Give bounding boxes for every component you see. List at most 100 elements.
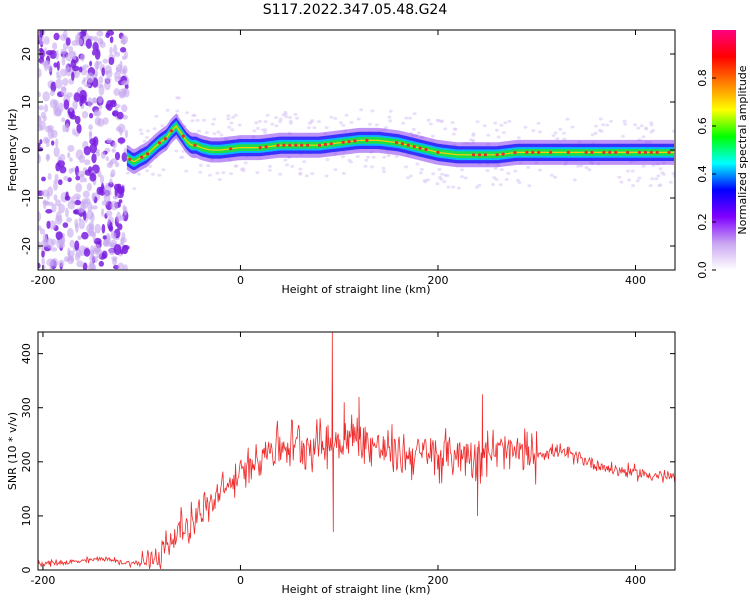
- snr-plot-frame: [37, 331, 676, 571]
- noise-speck: [47, 125, 54, 131]
- noise-speck: [157, 173, 162, 177]
- noise-speck: [91, 192, 96, 202]
- noise-speck: [62, 222, 69, 228]
- ridge-peak-point: [169, 129, 173, 133]
- spectrogram-x-tick-label: 200: [427, 274, 448, 287]
- noise-speck: [112, 257, 117, 263]
- noise-speck: [460, 168, 464, 172]
- noise-speck: [78, 66, 83, 73]
- noise-speck: [298, 172, 303, 176]
- noise-speck: [344, 113, 349, 117]
- ridge-peak-point: [495, 153, 499, 157]
- noise-speck: [113, 244, 122, 255]
- noise-speck: [63, 30, 68, 40]
- noise-speck: [338, 121, 343, 125]
- noise-speck: [310, 172, 315, 176]
- ridge-peak-point: [418, 146, 422, 150]
- noise-speck: [55, 50, 59, 60]
- noise-speck: [451, 132, 456, 136]
- noise-speck: [493, 166, 498, 170]
- spectrogram-panel: -200 0 200 400 -20 -10 0 10 20 Height of straig…: [6, 29, 676, 296]
- noise-speck: [92, 49, 96, 56]
- noise-speck: [252, 129, 257, 133]
- noise-speck: [431, 172, 436, 176]
- ridge-peak-point: [649, 150, 653, 154]
- ridge-peak-point: [128, 157, 132, 161]
- ridge-peak-point: [258, 146, 262, 150]
- noise-speck: [89, 138, 97, 145]
- noise-speck: [371, 155, 376, 159]
- snr-line: [38, 332, 675, 570]
- noise-speck: [333, 117, 338, 120]
- colorbar-gradient: [712, 30, 736, 270]
- noise-speck: [256, 126, 260, 130]
- noise-speck: [422, 179, 427, 182]
- noise-speck: [116, 69, 121, 76]
- noise-speck: [562, 137, 567, 141]
- noise-speck: [95, 151, 101, 157]
- ridge-peak-point: [365, 138, 369, 142]
- noise-speck: [81, 111, 89, 119]
- noise-speck: [68, 168, 74, 174]
- noise-speck: [317, 120, 321, 124]
- noise-speck: [110, 200, 119, 211]
- noise-speck: [87, 96, 93, 108]
- noise-speck: [76, 260, 84, 268]
- noise-speck: [265, 113, 270, 117]
- noise-speck: [86, 210, 94, 220]
- noise-speck: [469, 138, 474, 142]
- noise-speck: [104, 77, 112, 82]
- noise-speck: [108, 248, 116, 256]
- noise-speck: [121, 185, 125, 194]
- noise-speck: [145, 129, 150, 133]
- noise-speck: [82, 262, 88, 270]
- noise-speck: [411, 127, 416, 131]
- noise-speck: [102, 58, 109, 64]
- noise-speck: [38, 115, 42, 125]
- noise-speck: [198, 170, 203, 174]
- noise-speck: [460, 175, 464, 179]
- noise-speck: [197, 129, 201, 133]
- noise-speck: [217, 178, 222, 181]
- noise-speck: [85, 38, 92, 49]
- noise-speck: [499, 123, 504, 127]
- snr-x-tick-label: 0: [237, 574, 244, 587]
- noise-speck: [66, 92, 73, 98]
- noise-speck: [601, 123, 605, 127]
- noise-speck: [118, 88, 127, 98]
- noise-speck: [307, 126, 311, 130]
- noise-speck: [293, 113, 298, 116]
- noise-speck: [587, 168, 592, 172]
- noise-speck: [69, 239, 75, 248]
- noise-speck: [443, 173, 448, 177]
- noise-speck: [179, 155, 183, 159]
- noise-speck: [549, 173, 554, 177]
- noise-speck: [142, 139, 147, 143]
- noise-speck: [41, 257, 46, 266]
- noise-speck: [67, 144, 75, 153]
- noise-speck: [477, 183, 482, 187]
- noise-speck: [639, 124, 644, 128]
- colorbar-tick-label: 0.2: [696, 213, 709, 231]
- noise-speck: [74, 115, 81, 125]
- noise-speck: [46, 220, 51, 229]
- noise-speck: [122, 244, 128, 255]
- noise-speck: [243, 161, 248, 165]
- snr-x-tick-label: 400: [625, 574, 646, 587]
- ridge-peak-point: [140, 155, 144, 159]
- noise-speck: [50, 247, 58, 252]
- noise-speck: [93, 244, 101, 253]
- noise-speck: [59, 166, 67, 174]
- noise-speck: [41, 189, 50, 197]
- noise-speck: [672, 174, 675, 178]
- noise-speck: [231, 115, 236, 119]
- frequency-ridge: [126, 113, 674, 174]
- noise-speck: [175, 109, 180, 113]
- noise-speck: [119, 60, 123, 72]
- noise-speck: [112, 141, 117, 149]
- noise-speck: [136, 172, 141, 176]
- noise-speck: [66, 217, 72, 223]
- noise-speck: [152, 127, 157, 131]
- ridge-peak-point: [626, 150, 630, 154]
- noise-speck: [553, 175, 558, 179]
